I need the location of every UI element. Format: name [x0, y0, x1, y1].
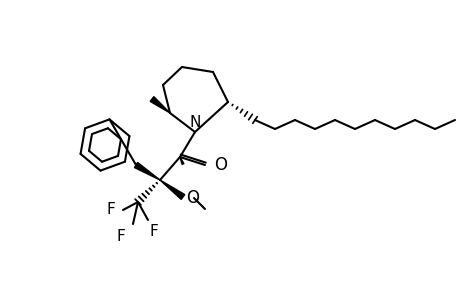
Polygon shape [160, 180, 185, 200]
Polygon shape [179, 157, 184, 164]
Polygon shape [150, 97, 170, 113]
Text: O: O [185, 189, 199, 207]
Text: O: O [213, 156, 226, 174]
Text: F: F [150, 224, 158, 239]
Text: N: N [189, 115, 200, 130]
Polygon shape [134, 163, 160, 180]
Text: F: F [106, 202, 115, 217]
Text: F: F [116, 229, 125, 244]
